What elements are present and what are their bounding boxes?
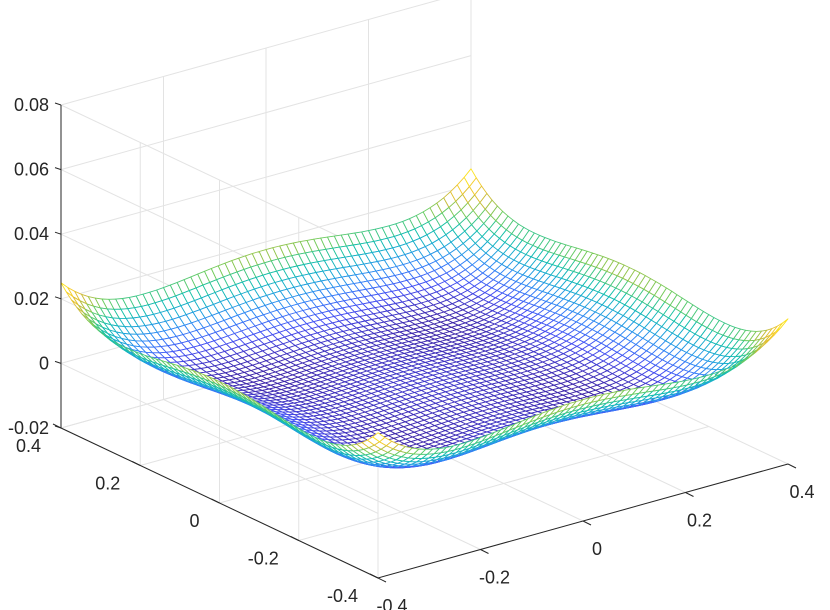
- x-tick-label: 0.4: [789, 482, 814, 502]
- x-tick-label: -0.2: [479, 568, 510, 588]
- y-tick-label: 0.2: [95, 474, 120, 494]
- back-wall-grid-line: [60, 184, 472, 300]
- floor-grid-line: [298, 426, 709, 541]
- y-tick-label: 0: [189, 511, 199, 531]
- back-wall-grid-line: [60, 119, 472, 235]
- x-tick-mark: [582, 520, 592, 526]
- mesh-cell: [775, 318, 789, 333]
- x-tick-mark: [480, 549, 489, 554]
- tick-labels: -0.4-0.200.20.4-0.4-0.200.20.4-0.0200.02…: [8, 95, 815, 610]
- z-tick-mark: [54, 231, 62, 235]
- z-tick-mark: [54, 425, 62, 429]
- z-tick-mark: [54, 167, 62, 171]
- side-wall-grid-line: [60, 362, 379, 514]
- z-tick-label: -0.02: [8, 418, 49, 438]
- z-tick-label: 0.08: [14, 95, 49, 115]
- y-tick-label: -0.2: [248, 549, 279, 569]
- z-tick-label: 0.02: [14, 289, 49, 309]
- y-tick-label: 0.4: [16, 436, 41, 456]
- z-tick-mark: [54, 360, 62, 364]
- x-tick-label: 0.2: [687, 511, 712, 531]
- x-tick-mark: [787, 463, 797, 469]
- z-tick-label: 0.04: [14, 224, 49, 244]
- axes-frame: [52, 102, 797, 583]
- surface-mesh: [60, 168, 789, 469]
- y-tick-label: -0.4: [327, 586, 358, 606]
- back-wall-grid-line: [60, 0, 441, 106]
- x-tick-label: 0: [592, 539, 602, 559]
- x-tick-mark: [377, 577, 387, 583]
- z-tick-label: 0.06: [14, 160, 49, 180]
- y-tick-mark: [211, 498, 220, 504]
- x-tick-mark: [685, 492, 694, 497]
- y-tick-mark: [132, 461, 141, 466]
- z-tick-label: 0: [39, 353, 49, 373]
- y-tick-mark: [369, 573, 379, 579]
- x-tick-label: -0.4: [376, 596, 407, 610]
- y-tick-mark: [290, 536, 299, 541]
- side-wall-grid-line: [60, 104, 379, 256]
- z-tick-mark: [54, 102, 62, 106]
- z-tick-mark: [54, 296, 62, 300]
- back-wall-grid-line: [60, 55, 472, 171]
